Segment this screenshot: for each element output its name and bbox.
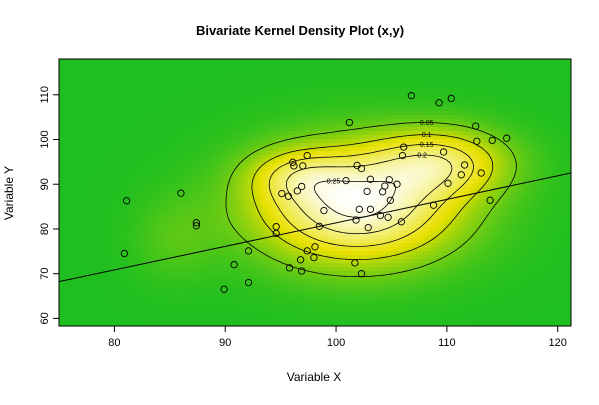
x-tick-label: 90 (219, 337, 231, 349)
y-axis-label: Variable Y (2, 166, 16, 220)
contour-label: 0.15 (420, 142, 434, 149)
y-tick-label: 70 (39, 268, 51, 280)
contour-label: 0.1 (422, 132, 432, 139)
plot-area: 0.05 0.1 0.15 0.2 0.25 80 90 100 110 120 60 70 80 90 1… (39, 59, 571, 349)
x-axis: 80 90 100 110 120 (108, 326, 567, 349)
y-tick-label: 90 (39, 178, 51, 190)
y-tick-label: 110 (39, 86, 51, 104)
x-tick-label: 110 (438, 337, 456, 349)
y-tick-label: 100 (39, 130, 51, 148)
contour-label: 0.05 (420, 120, 434, 127)
contour-label: 0.25 (327, 178, 341, 185)
x-tick-label: 100 (327, 337, 345, 349)
x-axis-label: Variable X (287, 370, 341, 384)
contour-label: 0.2 (417, 153, 427, 160)
y-tick-label: 60 (39, 312, 51, 324)
y-axis: 60 70 80 90 100 110 (39, 86, 59, 325)
x-tick-label: 80 (108, 337, 120, 349)
chart-title: Bivariate Kernel Density Plot (x,y) (196, 23, 404, 38)
density-heatmap (59, 59, 571, 326)
x-tick-label: 120 (549, 337, 567, 349)
y-tick-label: 80 (39, 223, 51, 235)
